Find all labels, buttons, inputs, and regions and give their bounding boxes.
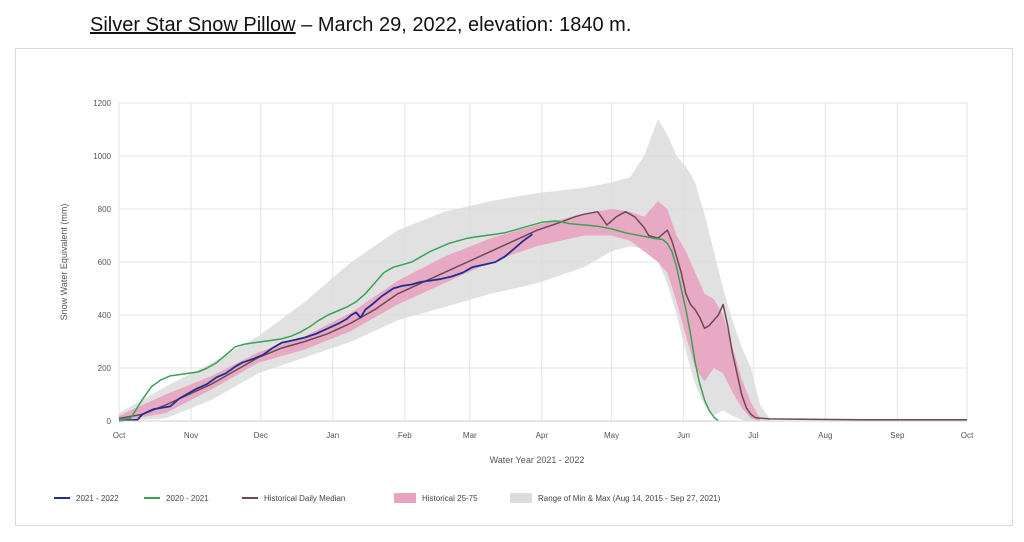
y-axis-label: Snow Water Equivalent (mm) (59, 204, 69, 321)
series-lines (118, 210, 967, 422)
bands (119, 118, 770, 422)
legend-min-max-swatch (510, 493, 532, 503)
x-tick-label: Apr (536, 431, 549, 440)
legend-2021-2022-label: 2021 - 2022 (76, 494, 119, 503)
y-tick-label: 0 (107, 417, 112, 426)
legend-historical-25-75-swatch (394, 493, 416, 503)
band-25-75 (119, 201, 761, 421)
series-2021-2022 (118, 233, 534, 422)
x-tick-label: Dec (254, 431, 268, 440)
series-2020-2021 (118, 220, 719, 422)
station-name: Silver Star Snow Pillow (90, 14, 296, 36)
x-tick-label: May (604, 431, 619, 440)
x-tick-label: Jan (326, 431, 339, 440)
y-tick-label: 600 (98, 258, 112, 267)
title-details: – March 29, 2022, elevation: 1840 m. (295, 14, 632, 36)
series-historical-median (118, 210, 967, 421)
chart-title: Silver Star Snow Pillow – March 29, 2022… (90, 14, 631, 37)
y-tick-label: 1000 (93, 152, 111, 161)
x-tick-label: Feb (398, 431, 412, 440)
x-tick-label: Jul (748, 431, 758, 440)
swe-chart: 0 200 400 600 800 1000 1200 Oct Nov Dec Jan Feb Mar A… (54, 99, 974, 503)
axes: 0 200 400 600 800 1000 1200 Oct Nov Dec Jan Feb Mar A… (93, 99, 974, 440)
y-tick-label: 800 (98, 205, 112, 214)
x-tick-label: Oct (961, 431, 974, 440)
x-tick-label: Mar (463, 431, 477, 440)
y-tick-label: 400 (98, 311, 112, 320)
x-axis-label: Water Year 2021 - 2022 (490, 455, 585, 465)
y-tick-label: 200 (98, 364, 112, 373)
y-tick-label: 1200 (93, 99, 111, 108)
chart-frame: 0 200 400 600 800 1000 1200 Oct Nov Dec Jan Feb Mar A… (15, 48, 1013, 526)
x-tick-label: Nov (184, 431, 198, 440)
legend-2020-2021-label: 2020 - 2021 (166, 494, 209, 503)
legend: 2021 - 2022 2020 - 2021 Historical Daily M… (54, 493, 721, 503)
legend-historical-median-label: Historical Daily Median (264, 494, 345, 503)
legend-min-max-label: Range of Min & Max (Aug 14, 2015 - Sep 2… (538, 494, 721, 503)
x-tick-label: Aug (818, 431, 832, 440)
x-tick-label: Sep (890, 431, 905, 440)
legend-historical-25-75-label: Historical 25-75 (422, 494, 478, 503)
x-tick-label: Oct (113, 431, 126, 440)
x-tick-label: Jun (677, 431, 690, 440)
